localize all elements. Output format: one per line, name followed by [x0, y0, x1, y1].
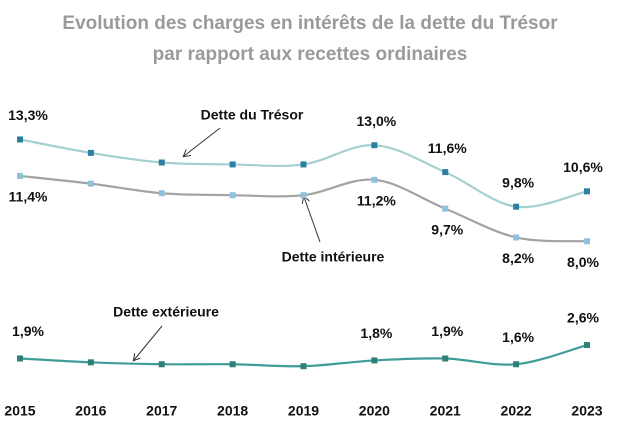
data-label: 13,3% [8, 107, 48, 123]
point-marker [513, 234, 520, 241]
point-marker [371, 142, 378, 149]
point-marker [17, 136, 23, 143]
annotation-arrow [134, 325, 163, 360]
x-tick-label: 2022 [501, 403, 532, 419]
data-label: 1,9% [12, 323, 44, 339]
point-marker [584, 238, 590, 245]
point-marker [513, 361, 520, 368]
point-marker [513, 203, 520, 210]
point-marker [300, 363, 307, 370]
data-label: 10,6% [563, 159, 603, 175]
data-label: 13,0% [357, 113, 397, 129]
x-tick-label: 2021 [430, 403, 461, 419]
x-tick-label: 2019 [288, 403, 319, 419]
point-marker [442, 205, 449, 212]
point-marker [442, 169, 449, 176]
point-marker [229, 361, 236, 368]
point-marker [87, 149, 94, 156]
point-marker [17, 355, 23, 362]
chart-title: par rapport aux recettes ordinaires [153, 44, 468, 65]
x-tick-label: 2018 [217, 403, 248, 419]
annotation-arrow [304, 197, 321, 243]
point-marker [229, 192, 236, 199]
data-label: 1,8% [360, 325, 392, 341]
series-label: Dette extérieure [113, 304, 219, 320]
x-tick-label: 2016 [75, 403, 106, 419]
data-label: 2,6% [567, 310, 599, 326]
point-marker [300, 192, 307, 199]
point-marker [17, 172, 23, 179]
x-tick-label: 2015 [4, 403, 35, 419]
point-marker [371, 176, 378, 183]
data-label: 11,4% [9, 189, 48, 205]
point-marker [300, 161, 307, 168]
series-label: Dette du Trésor [201, 107, 304, 123]
chart-title: Evolution des charges en intérêts de la … [62, 13, 558, 34]
point-marker [87, 180, 94, 187]
x-tick-label: 2023 [571, 403, 602, 419]
data-label: 8,2% [502, 250, 534, 266]
point-marker [442, 355, 449, 362]
data-label: 1,9% [431, 323, 463, 339]
point-marker [158, 361, 165, 368]
point-marker [158, 190, 165, 197]
data-label: 11,2% [357, 193, 396, 209]
point-marker [584, 188, 590, 195]
data-label: 9,8% [502, 174, 534, 190]
series-line [19, 343, 588, 368]
data-label: 9,7% [431, 221, 463, 237]
data-label: 11,6% [428, 140, 467, 156]
point-marker [87, 359, 94, 366]
x-tick-label: 2020 [359, 403, 390, 419]
data-label: 8,0% [567, 254, 599, 270]
point-marker [371, 357, 378, 364]
data-label: 1,6% [502, 329, 534, 345]
point-marker [158, 159, 165, 166]
annotation-arrow [184, 127, 221, 156]
point-marker [229, 161, 236, 168]
series-label: Dette intérieure [282, 249, 385, 265]
point-marker [584, 342, 590, 349]
x-tick-label: 2017 [146, 403, 177, 419]
